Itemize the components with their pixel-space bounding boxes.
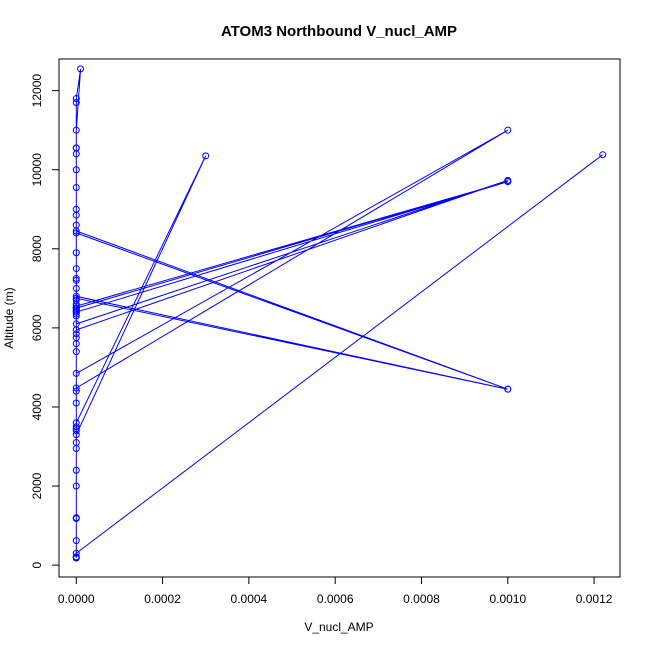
y-tick-label: 6000	[30, 314, 44, 341]
data-point	[504, 385, 512, 393]
data-point	[72, 249, 80, 257]
data-point	[599, 151, 607, 159]
data-point	[72, 334, 80, 342]
data-point	[72, 514, 80, 522]
x-tick-label: 0.0004	[231, 592, 268, 606]
data-point	[72, 284, 80, 292]
y-tick-label: 10000	[30, 153, 44, 187]
data-point	[72, 423, 80, 431]
data-point	[72, 320, 80, 328]
data-point	[72, 221, 80, 229]
series-layer	[72, 65, 607, 562]
data-point	[72, 537, 80, 545]
data-point	[72, 439, 80, 447]
x-tick-label: 0.0006	[317, 592, 354, 606]
data-point	[77, 65, 85, 73]
data-point	[72, 387, 80, 395]
plot-frame	[58, 58, 621, 578]
data-point	[72, 166, 80, 174]
data-point	[72, 265, 80, 273]
data-point	[72, 482, 80, 490]
y-tick-label: 4000	[30, 393, 44, 420]
data-point	[72, 229, 80, 237]
x-tick-label: 0.0000	[58, 592, 95, 606]
y-tick-label: 8000	[30, 235, 44, 262]
x-tick-label: 0.0008	[403, 592, 440, 606]
x-tick-label: 0.0010	[489, 592, 526, 606]
data-point	[72, 292, 80, 300]
data-point	[504, 126, 512, 134]
data-point	[72, 126, 80, 134]
x-tick-label: 0.0012	[576, 592, 613, 606]
data-point	[72, 296, 80, 304]
data-point	[72, 431, 80, 439]
data-point	[72, 427, 80, 435]
data-point	[202, 152, 210, 160]
data-point	[72, 330, 80, 338]
data-point	[72, 466, 80, 474]
data-point	[72, 276, 80, 284]
y-axis: 0 2000 4000 6000 8000 10000 12000	[30, 74, 60, 568]
data-point	[72, 205, 80, 213]
data-point	[72, 308, 80, 316]
x-axis-label: V_nucl_AMP	[304, 620, 373, 634]
data-point	[72, 274, 80, 282]
y-tick-label: 2000	[30, 472, 44, 499]
data-point	[72, 348, 80, 356]
data-point	[72, 98, 80, 106]
chart-title: ATOM3 Northbound V_nucl_AMP	[221, 23, 457, 40]
y-tick-label: 12000	[30, 74, 44, 108]
data-point	[72, 304, 80, 312]
data-point	[72, 184, 80, 192]
data-point	[504, 178, 512, 186]
data-point	[72, 419, 80, 427]
x-tick-label: 0.0002	[144, 592, 181, 606]
data-point	[72, 549, 80, 557]
data-point	[72, 399, 80, 407]
y-axis-label: Altitude (m)	[2, 287, 16, 348]
data-point	[72, 369, 80, 377]
y-tick-label: 0	[30, 561, 44, 568]
series-line	[75, 68, 604, 558]
data-point	[72, 144, 80, 152]
data-point	[72, 95, 80, 103]
x-axis: 0.0000 0.0002 0.0004 0.0006 0.0008 0.0010 0.00…	[58, 576, 613, 606]
data-point	[72, 553, 80, 561]
data-point	[72, 294, 80, 302]
data-point	[72, 384, 80, 392]
